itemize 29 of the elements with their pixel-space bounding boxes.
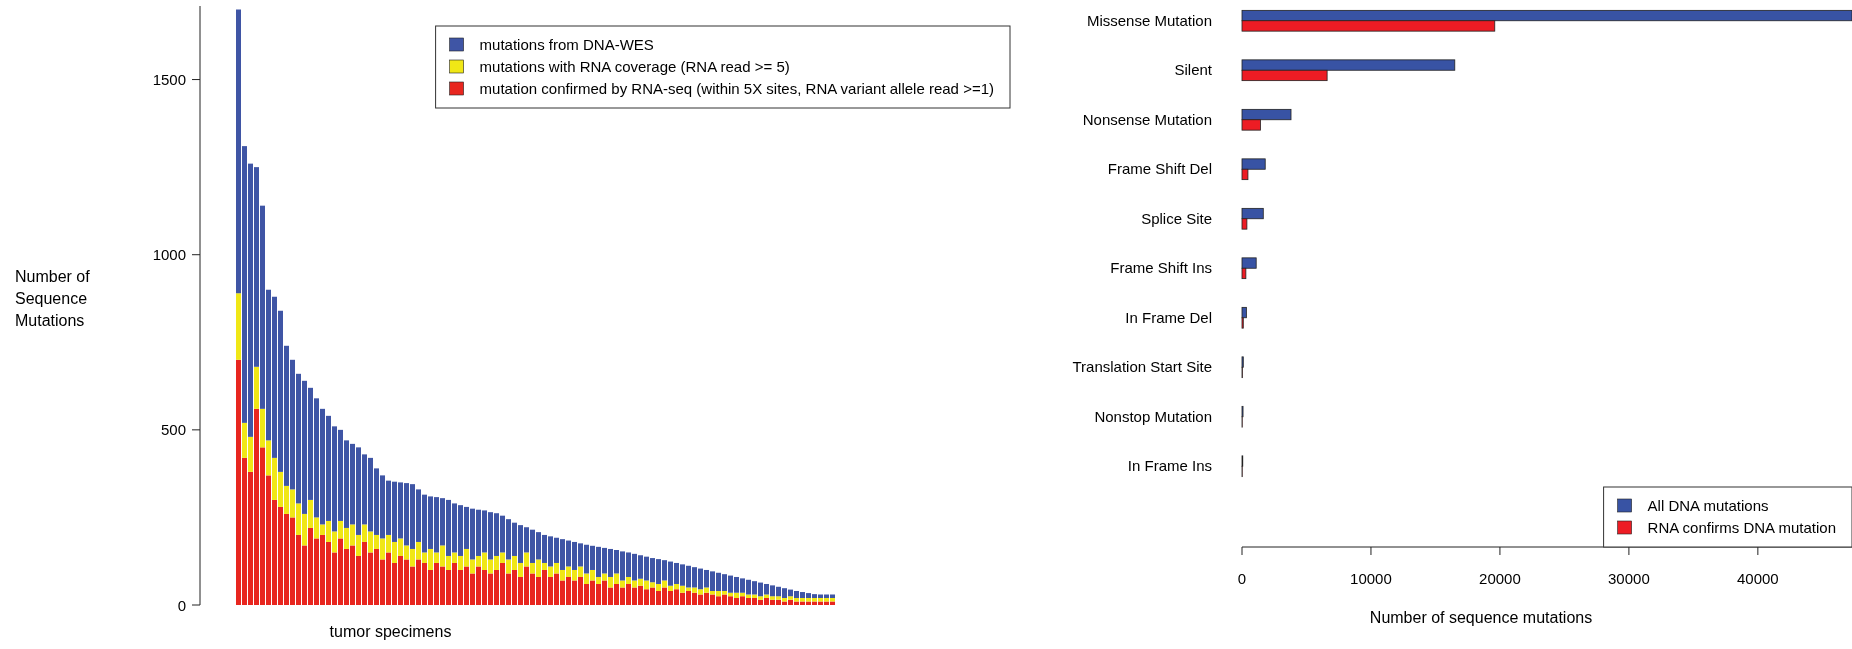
y-tick-label: Missense Mutation [1086,11,1212,29]
y-tick-label: 500 [160,421,186,439]
y-axis-title: Number of Sequence Mutations [15,268,91,329]
y-tick-label: 1000 [152,246,186,264]
y-tick-label: Frame Shift Ins [1110,259,1212,277]
x-tick-label: 0 [1237,570,1247,587]
x-tick-label: 10000 [1350,570,1392,587]
y-tick-label: 1500 [152,71,186,89]
y-tick-label: Splice Site [1141,209,1212,227]
y-tick-label: Translation Start Site [1072,358,1212,376]
x-axis-title: Number of sequence mutations [1369,609,1593,626]
y-tick-label: Nonsense Mutation [1082,110,1212,128]
y-tick-label: In Frame Ins [1127,457,1212,475]
y-tick-label: Frame Shift Del [1107,160,1212,178]
y-tick-label: Silent [1174,61,1213,79]
legend-label: RNA confirms DNA mutation [1647,519,1836,536]
bar [254,366,259,409]
bar [236,293,241,360]
x-tick-label: 40000 [1737,570,1779,587]
x-tick-label: 20000 [1479,570,1521,587]
legend-label: All DNA mutations [1647,497,1769,514]
x-axis-title: tumor specimens [329,623,452,640]
legend-label: mutations with RNA coverage (RNA read >= 5) [479,58,790,75]
y-tick-label: Nonstop Mutation [1094,407,1212,425]
y-tick-label: In Frame Del [1125,308,1212,326]
y-tick-label: 0 [177,596,186,614]
legend-label: mutation confirmed by RNA-seq (within 5X sites, RNA variant allele read >=1) [479,80,994,97]
legend-label: mutations from DNA-WES [479,36,654,53]
x-tick-label: 30000 [1608,570,1650,587]
